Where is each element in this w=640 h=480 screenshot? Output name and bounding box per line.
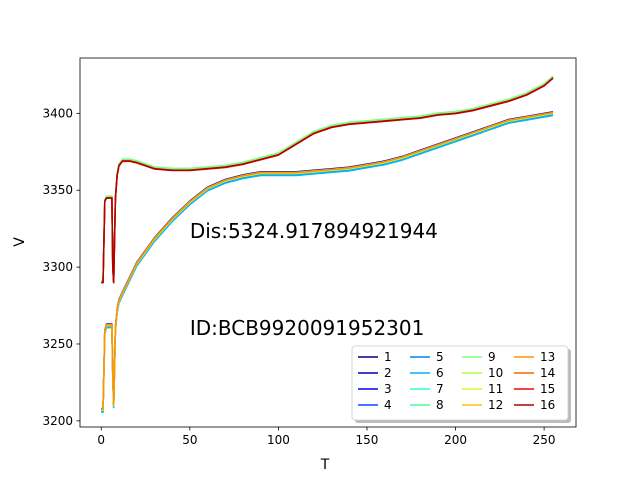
legend-label-9: 9 [488, 350, 496, 364]
legend-label-8: 8 [436, 398, 444, 412]
plot-frame [79, 57, 577, 428]
y-tick-label: 3300 [42, 260, 73, 274]
x-tick-label: 50 [182, 433, 197, 447]
legend-label-16: 16 [540, 398, 555, 412]
legend-label-10: 10 [488, 366, 503, 380]
legend-label-5: 5 [436, 350, 444, 364]
x-tick-label: 0 [97, 433, 105, 447]
y-tick-label: 3350 [42, 183, 73, 197]
legend-label-15: 15 [540, 382, 555, 396]
legend-label-7: 7 [436, 382, 444, 396]
series-layer [101, 75, 554, 413]
annotation-id: ID:BCB9920091952301 [190, 316, 425, 340]
y-axis-label: V [12, 237, 28, 247]
x-tick-label: 200 [444, 433, 467, 447]
series-line-13 [101, 111, 554, 411]
legend-label-6: 6 [436, 366, 444, 380]
y-tick-label: 3250 [42, 337, 73, 351]
y-tick-label: 3200 [42, 414, 73, 428]
legend-label-14: 14 [540, 366, 555, 380]
series-line-16 [101, 77, 554, 284]
ticks-layer: 0 50 100 150 200 250 3200 3250 3300 3350 3400 [42, 106, 555, 447]
y-tick-label: 3400 [42, 106, 73, 120]
legend-box [351, 345, 569, 421]
x-tick-label: 250 [533, 433, 556, 447]
legend-label-12: 12 [488, 398, 503, 412]
legend-label-2: 2 [384, 366, 392, 380]
x-tick-label: 150 [356, 433, 379, 447]
x-tick-label: 100 [267, 433, 290, 447]
legend-label-3: 3 [384, 382, 392, 396]
annotation-dis: Dis:5324.917894921944 [190, 219, 438, 243]
legend-label-1: 1 [384, 350, 392, 364]
legend-label-11: 11 [488, 382, 503, 396]
x-axis-label: T [320, 457, 330, 473]
legend-label-13: 13 [540, 350, 555, 364]
legend-label-4: 4 [384, 398, 392, 412]
